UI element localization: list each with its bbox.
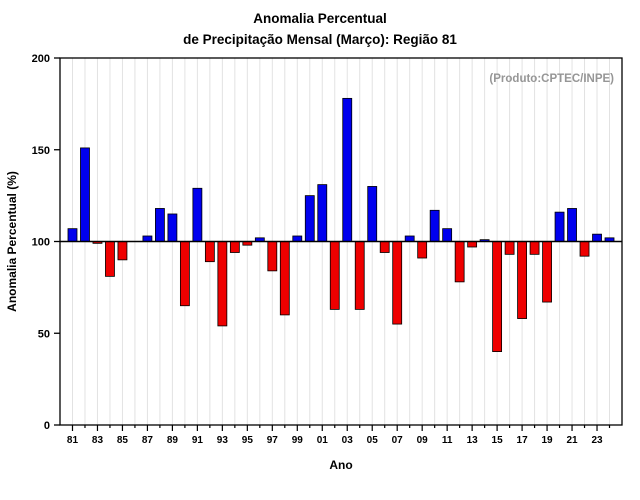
bar-above-baseline <box>292 235 303 242</box>
bar-above-baseline <box>342 97 353 242</box>
bar-above-baseline <box>404 235 415 242</box>
y-tick-label: 150 <box>32 145 50 157</box>
bar-above-baseline <box>567 208 577 242</box>
bar-above-baseline <box>304 195 315 242</box>
y-tick-label: 100 <box>32 237 50 249</box>
bar-above-baseline <box>142 235 153 242</box>
x-tick-label: 83 <box>92 435 104 446</box>
bar-below-baseline <box>579 241 590 257</box>
x-tick-label: 85 <box>117 435 129 446</box>
bar-below-baseline <box>204 241 215 263</box>
x-tick-label: 91 <box>192 435 204 446</box>
chart-title-line2: de Precipitação Mensal (Março): Região 8… <box>183 32 457 47</box>
x-tick-label: 17 <box>517 435 529 446</box>
x-tick-label: 05 <box>367 435 379 446</box>
bar-above-baseline <box>317 184 328 242</box>
bar-above-baseline <box>80 147 90 242</box>
bar-below-baseline <box>117 241 128 261</box>
bar-above-baseline <box>442 228 453 242</box>
bar-below-baseline <box>217 241 228 327</box>
source-annotation: (Produto:CPTEC/INPE) <box>489 73 614 85</box>
chart-title: Anomalia Percentual de Precipitação Mens… <box>0 8 640 50</box>
x-tick-label: 23 <box>591 435 603 446</box>
bar-below-baseline <box>392 241 403 325</box>
bar-below-baseline <box>105 241 115 277</box>
chart-title-line1: Anomalia Percentual <box>253 11 387 26</box>
x-tick-label: 01 <box>317 435 329 446</box>
x-tick-label: 03 <box>342 435 354 446</box>
x-tick-label: 07 <box>392 435 404 446</box>
bar-below-baseline <box>229 241 240 253</box>
x-tick-label: 87 <box>142 435 154 446</box>
bar-below-baseline <box>517 241 527 319</box>
y-axis-title: Anomalia Percentual (%) <box>5 171 19 312</box>
bar-above-baseline <box>155 208 165 242</box>
x-tick-label: 81 <box>67 435 79 446</box>
x-tick-label: 97 <box>267 435 279 446</box>
bar-below-baseline <box>504 241 515 255</box>
bar-above-baseline <box>429 209 440 242</box>
x-tick-label: 21 <box>566 435 578 446</box>
bar-below-baseline <box>354 241 365 310</box>
bar-below-baseline <box>379 241 390 253</box>
bar-below-baseline <box>529 241 540 255</box>
bar-below-baseline <box>279 241 290 316</box>
bar-below-baseline <box>492 241 503 352</box>
bar-above-baseline <box>192 187 203 242</box>
bar-below-baseline <box>467 241 478 248</box>
x-tick-label: 89 <box>167 435 179 446</box>
y-tick-label: 200 <box>32 53 50 65</box>
x-axis-title: Ano <box>329 458 352 472</box>
x-tick-label: 99 <box>292 435 304 446</box>
x-tick-label: 09 <box>417 435 429 446</box>
y-tick-label: 50 <box>38 328 50 340</box>
bar-above-baseline <box>592 233 602 242</box>
y-tick-label: 0 <box>44 420 50 432</box>
bar-below-baseline <box>417 241 428 259</box>
bar-above-baseline <box>554 211 565 242</box>
bar-below-baseline <box>179 241 190 307</box>
x-tick-label: 95 <box>242 435 254 446</box>
bar-above-baseline <box>167 213 178 242</box>
x-tick-label: 13 <box>467 435 479 446</box>
bar-below-baseline <box>454 241 465 283</box>
bar-above-baseline <box>67 228 78 242</box>
x-tick-label: 19 <box>542 435 554 446</box>
x-tick-label: 93 <box>217 435 229 446</box>
x-tick-label: 15 <box>492 435 504 446</box>
bar-above-baseline <box>367 186 378 242</box>
bar-below-baseline <box>329 241 340 310</box>
x-tick-label: 11 <box>442 435 453 446</box>
bar-below-baseline <box>542 241 552 303</box>
bar-below-baseline <box>267 241 278 272</box>
